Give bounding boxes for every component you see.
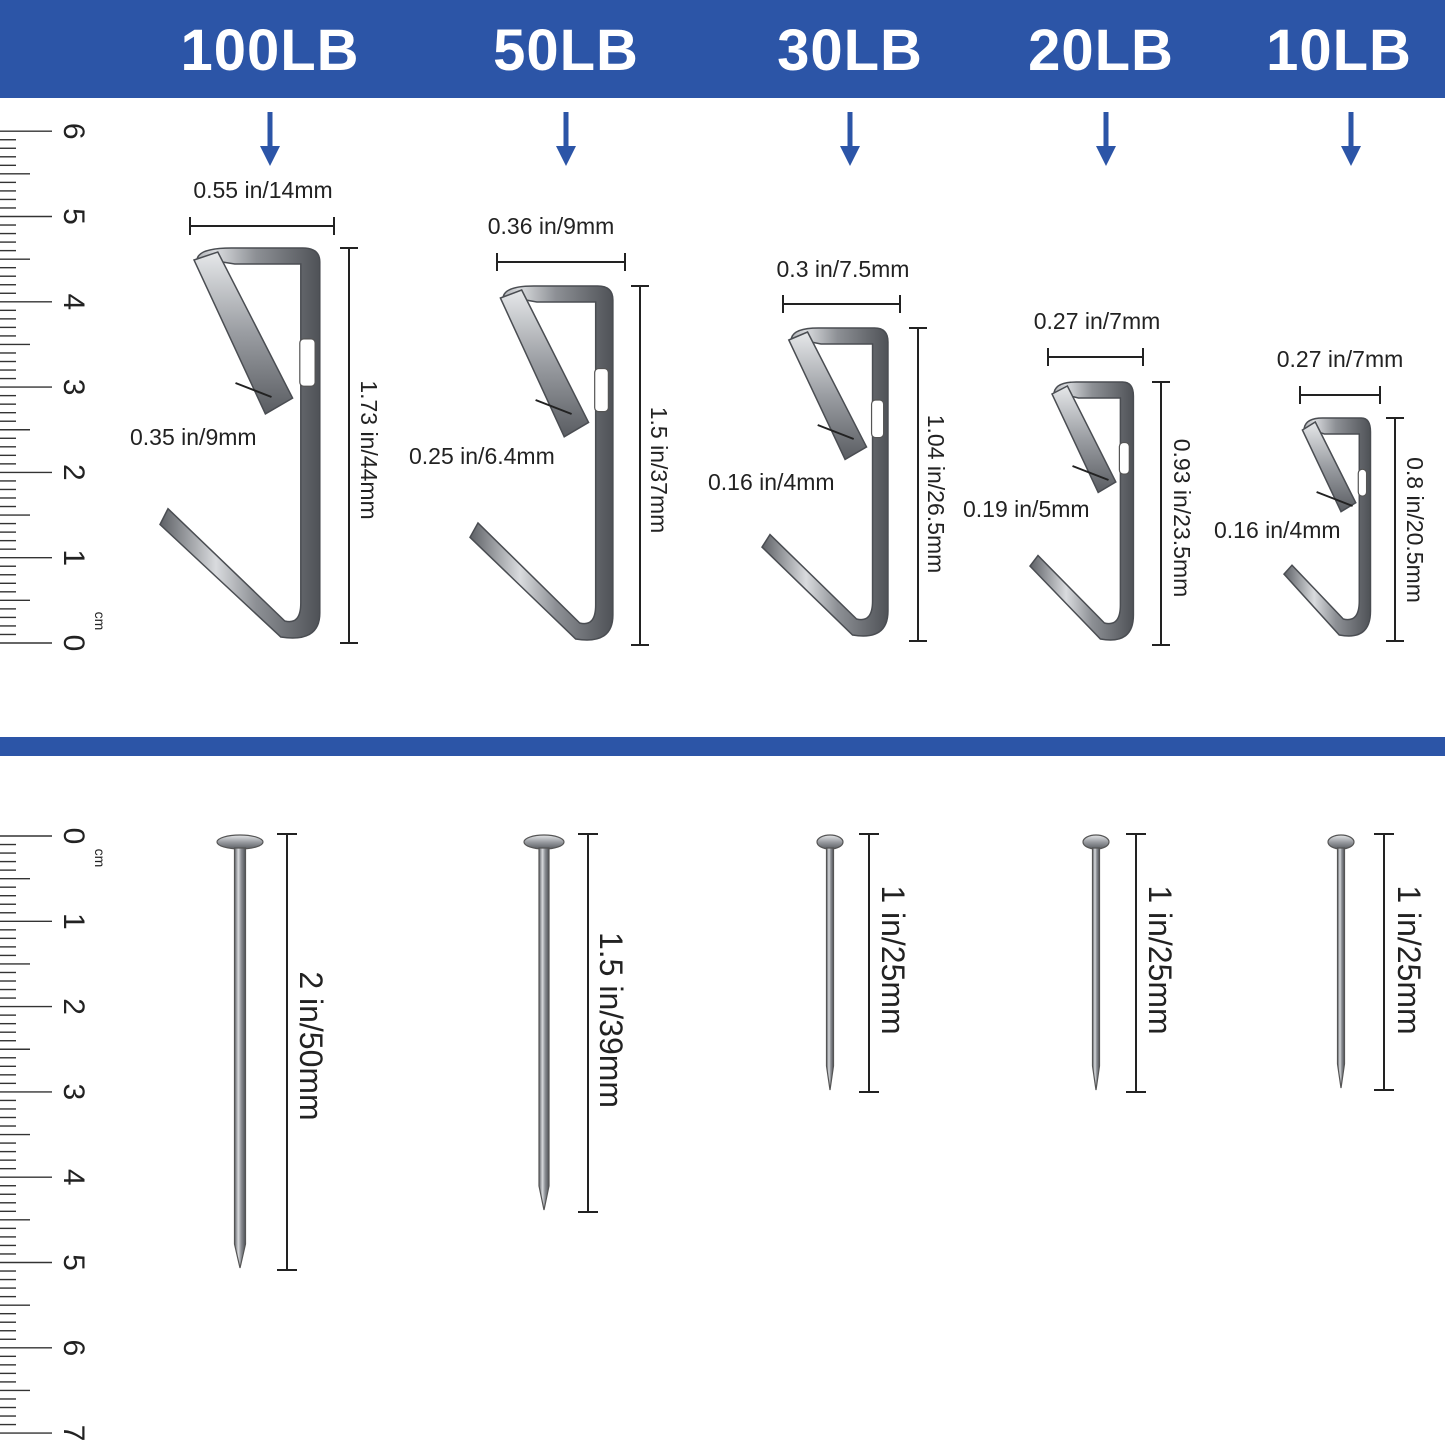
nail-head — [1082, 834, 1110, 850]
ruler-number: 2 — [57, 464, 90, 481]
hook-tab — [787, 331, 868, 461]
nail — [216, 833, 297, 1271]
weight-label-100lb: 100LB — [180, 18, 360, 83]
nail-head — [523, 834, 565, 850]
hook-tab — [192, 251, 294, 415]
arrow-down-icon — [840, 112, 860, 166]
weight-label-10lb: 10LB — [1266, 18, 1412, 83]
dimension-line — [1072, 465, 1109, 481]
hook-tab — [499, 289, 590, 438]
hook-slot-label: 0.25 in/6.4mm — [409, 443, 555, 469]
arrow-down-icon — [1341, 112, 1361, 166]
nail — [1327, 833, 1394, 1091]
hook-body — [761, 327, 889, 637]
weight-label-50lb: 50LB — [493, 18, 639, 83]
hook-height-label: 0.8 in/20.5mm — [1402, 457, 1428, 603]
picture-hook — [159, 217, 358, 644]
arrow-down-icon — [556, 112, 576, 166]
picture-hook — [1282, 386, 1404, 642]
nail-length-label: 1 in/25mm — [1142, 885, 1178, 1034]
hooks-group — [159, 217, 1404, 646]
dimension-line — [535, 399, 572, 415]
weight-label-20lb: 20LB — [1028, 18, 1174, 83]
nail-length-label: 1.5 in/39mm — [593, 932, 629, 1108]
section-divider — [0, 737, 1445, 756]
header-banner: 100LB 50LB 30LB 20LB 10LB — [0, 0, 1445, 98]
ruler-number: 1 — [57, 913, 90, 930]
picture-hook — [761, 295, 927, 642]
nail-head — [216, 834, 264, 850]
hook-width-label: 0.27 in/7mm — [1034, 308, 1161, 334]
hook-slot-hole — [1118, 441, 1130, 475]
nail — [816, 833, 879, 1093]
ruler-number: 4 — [57, 293, 90, 310]
hook-body — [1029, 381, 1135, 641]
ruler-number: 3 — [57, 1084, 90, 1101]
hook-body — [159, 247, 321, 639]
nail — [1082, 833, 1146, 1093]
arrow-down-icon — [260, 112, 280, 166]
nail-head — [816, 834, 844, 850]
weight-label-30lb: 30LB — [777, 18, 923, 83]
ruler-unit: cm — [92, 612, 108, 631]
hook-tab — [1301, 420, 1357, 513]
hook-slot-hole — [299, 338, 316, 387]
nail-head — [1327, 834, 1355, 850]
nail — [523, 833, 598, 1213]
hook-height-label: 0.93 in/23.5mm — [1169, 439, 1195, 598]
hook-height-label: 1.5 in/37mm — [646, 407, 672, 534]
ruler-number: 6 — [57, 1339, 90, 1356]
ruler-number: 1 — [57, 549, 90, 566]
hook-slot-hole — [594, 367, 609, 413]
ruler-number: 0 — [57, 828, 90, 845]
hook-height-label: 1.73 in/44mm — [356, 380, 382, 519]
ruler-number: 4 — [57, 1169, 90, 1186]
nail-length-label: 2 in/50mm — [293, 971, 329, 1120]
nail-length-label: 1 in/25mm — [1391, 885, 1427, 1034]
hook-width-label: 0.55 in/14mm — [193, 177, 332, 203]
picture-hook — [469, 253, 649, 646]
hook-slot-label: 0.16 in/4mm — [1214, 517, 1341, 543]
ruler-number: 5 — [57, 1254, 90, 1271]
nail-shaft — [825, 847, 835, 1091]
hook-slot-label: 0.16 in/4mm — [708, 469, 835, 495]
hook-width-label: 0.27 in/7mm — [1277, 346, 1404, 372]
nail-shaft — [538, 847, 550, 1211]
hook-height-label: 1.04 in/26.5mm — [923, 415, 949, 574]
picture-hook — [1029, 348, 1170, 646]
ruler-number: 3 — [57, 379, 90, 396]
ruler-number: 0 — [57, 635, 90, 652]
ruler-number: 6 — [57, 123, 90, 140]
hook-width-label: 0.3 in/7.5mm — [777, 256, 910, 282]
hook-slot-hole — [870, 399, 885, 439]
ruler-number: 7 — [57, 1425, 90, 1442]
ruler-bottom: 0 1 2 3 4 5 6 7 cm — [0, 828, 108, 1442]
nail-shaft — [233, 847, 247, 1269]
hook-slot-label: 0.35 in/9mm — [130, 424, 257, 450]
dimension-line — [817, 424, 855, 440]
nail-shaft — [1091, 847, 1101, 1091]
hook-body — [469, 285, 614, 641]
hook-width-label: 0.36 in/9mm — [488, 213, 615, 239]
nail-length-label: 1 in/25mm — [875, 885, 911, 1034]
hook-slot-label: 0.19 in/5mm — [963, 496, 1090, 522]
dimension-line — [235, 382, 272, 398]
nail-shaft — [1336, 847, 1346, 1089]
nails-group — [216, 833, 1394, 1271]
dimension-line — [1316, 491, 1353, 507]
arrow-down-icon — [1096, 112, 1116, 166]
hook-body — [1282, 417, 1372, 637]
ruler-number: 5 — [57, 208, 90, 225]
hook-tab — [1051, 384, 1117, 494]
hook-slot-hole — [1357, 468, 1368, 497]
ruler-unit: cm — [92, 849, 108, 868]
ruler-number: 2 — [57, 998, 90, 1015]
ruler-top: 0 1 2 3 4 5 6 cm — [0, 123, 108, 651]
